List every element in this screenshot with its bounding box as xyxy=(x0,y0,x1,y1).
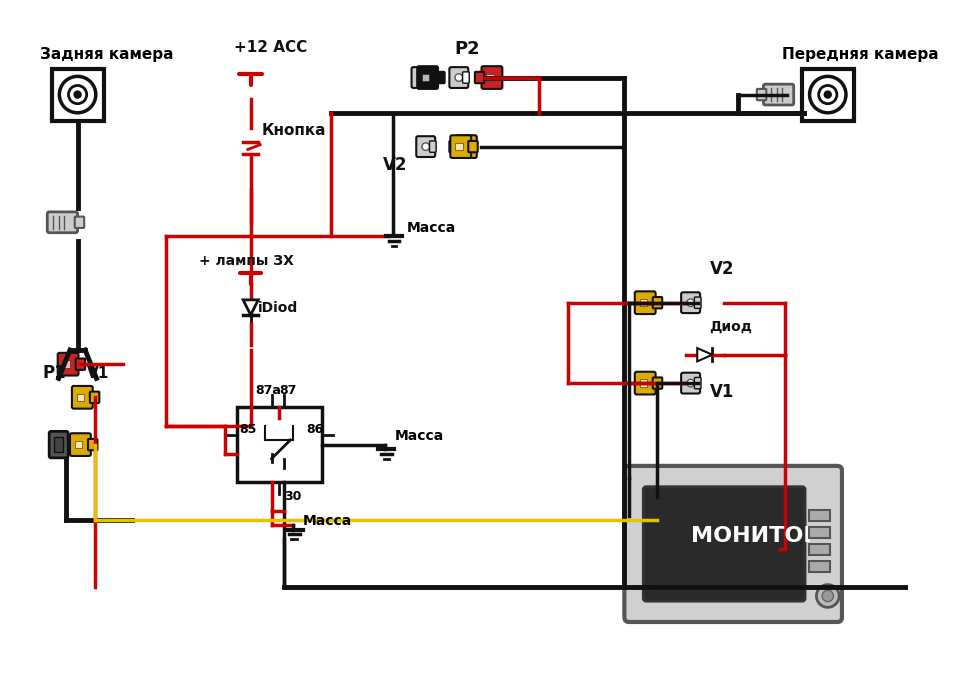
Text: Масса: Масса xyxy=(302,514,352,528)
Circle shape xyxy=(68,85,86,104)
Bar xyxy=(639,379,647,387)
Bar xyxy=(461,143,468,150)
Bar xyxy=(236,407,322,482)
FancyBboxPatch shape xyxy=(653,297,662,309)
Text: Диод: Диод xyxy=(709,320,753,334)
Circle shape xyxy=(455,74,463,81)
Circle shape xyxy=(422,143,429,150)
FancyBboxPatch shape xyxy=(47,212,78,232)
FancyBboxPatch shape xyxy=(763,84,794,105)
Bar xyxy=(809,544,829,555)
FancyBboxPatch shape xyxy=(435,72,444,83)
FancyBboxPatch shape xyxy=(450,135,471,158)
Bar xyxy=(455,143,463,150)
Text: Передняя камера: Передняя камера xyxy=(782,47,939,62)
Bar xyxy=(487,74,493,81)
FancyBboxPatch shape xyxy=(694,377,701,388)
Text: +12 ACC: +12 ACC xyxy=(233,40,307,55)
Circle shape xyxy=(809,76,846,113)
FancyBboxPatch shape xyxy=(635,372,656,395)
FancyBboxPatch shape xyxy=(429,141,436,153)
FancyBboxPatch shape xyxy=(475,72,485,83)
FancyBboxPatch shape xyxy=(424,72,431,83)
FancyBboxPatch shape xyxy=(456,135,477,158)
Circle shape xyxy=(816,584,839,608)
Bar xyxy=(809,527,829,538)
Text: Кнопка: Кнопка xyxy=(262,123,326,139)
Polygon shape xyxy=(697,348,712,361)
Bar xyxy=(422,74,429,81)
FancyBboxPatch shape xyxy=(624,466,842,622)
Text: 87: 87 xyxy=(279,384,297,396)
FancyBboxPatch shape xyxy=(417,136,435,157)
Text: V1: V1 xyxy=(709,384,733,401)
FancyBboxPatch shape xyxy=(76,358,85,370)
FancyBboxPatch shape xyxy=(88,439,98,450)
FancyBboxPatch shape xyxy=(482,66,502,89)
Circle shape xyxy=(822,590,833,601)
Bar xyxy=(75,441,83,449)
FancyBboxPatch shape xyxy=(72,386,93,409)
Text: МОНИТОР: МОНИТОР xyxy=(691,526,820,547)
Text: P1: P1 xyxy=(42,365,66,382)
Bar xyxy=(62,360,70,368)
Circle shape xyxy=(686,379,694,387)
FancyBboxPatch shape xyxy=(75,216,84,228)
Bar xyxy=(77,393,84,401)
Circle shape xyxy=(825,92,831,98)
FancyBboxPatch shape xyxy=(463,72,469,83)
Circle shape xyxy=(418,74,424,81)
FancyBboxPatch shape xyxy=(58,353,79,375)
FancyBboxPatch shape xyxy=(412,67,430,88)
Text: V2: V2 xyxy=(709,260,734,279)
Bar xyxy=(52,69,104,120)
Bar xyxy=(802,69,853,120)
Text: Задняя камера: Задняя камера xyxy=(39,47,173,62)
FancyBboxPatch shape xyxy=(70,433,91,456)
Circle shape xyxy=(819,85,837,104)
FancyBboxPatch shape xyxy=(643,486,805,601)
FancyBboxPatch shape xyxy=(682,293,700,313)
Text: 87a: 87a xyxy=(255,384,281,396)
Circle shape xyxy=(60,76,96,113)
Text: + лампы ЗХ: + лампы ЗХ xyxy=(199,254,294,268)
Circle shape xyxy=(75,92,81,98)
FancyBboxPatch shape xyxy=(418,66,438,89)
Text: iDiod: iDiod xyxy=(258,301,299,315)
FancyBboxPatch shape xyxy=(468,141,478,153)
Text: 30: 30 xyxy=(284,490,301,503)
Polygon shape xyxy=(243,300,258,315)
Bar xyxy=(809,561,829,573)
Text: 86: 86 xyxy=(306,424,324,436)
Text: Масса: Масса xyxy=(395,429,444,443)
Bar xyxy=(809,510,829,522)
Text: Масса: Масса xyxy=(407,220,456,234)
FancyBboxPatch shape xyxy=(694,297,701,309)
FancyBboxPatch shape xyxy=(49,431,68,458)
FancyBboxPatch shape xyxy=(449,141,459,153)
Circle shape xyxy=(686,299,694,307)
Text: V2: V2 xyxy=(383,156,408,174)
Bar xyxy=(639,299,647,307)
FancyBboxPatch shape xyxy=(449,67,468,88)
FancyBboxPatch shape xyxy=(653,377,662,388)
FancyBboxPatch shape xyxy=(90,391,99,403)
Text: 85: 85 xyxy=(239,424,256,436)
FancyBboxPatch shape xyxy=(756,89,766,100)
Text: V1: V1 xyxy=(87,366,109,382)
Text: P2: P2 xyxy=(454,40,480,58)
Bar xyxy=(54,437,63,452)
FancyBboxPatch shape xyxy=(635,291,656,314)
FancyBboxPatch shape xyxy=(682,372,700,393)
